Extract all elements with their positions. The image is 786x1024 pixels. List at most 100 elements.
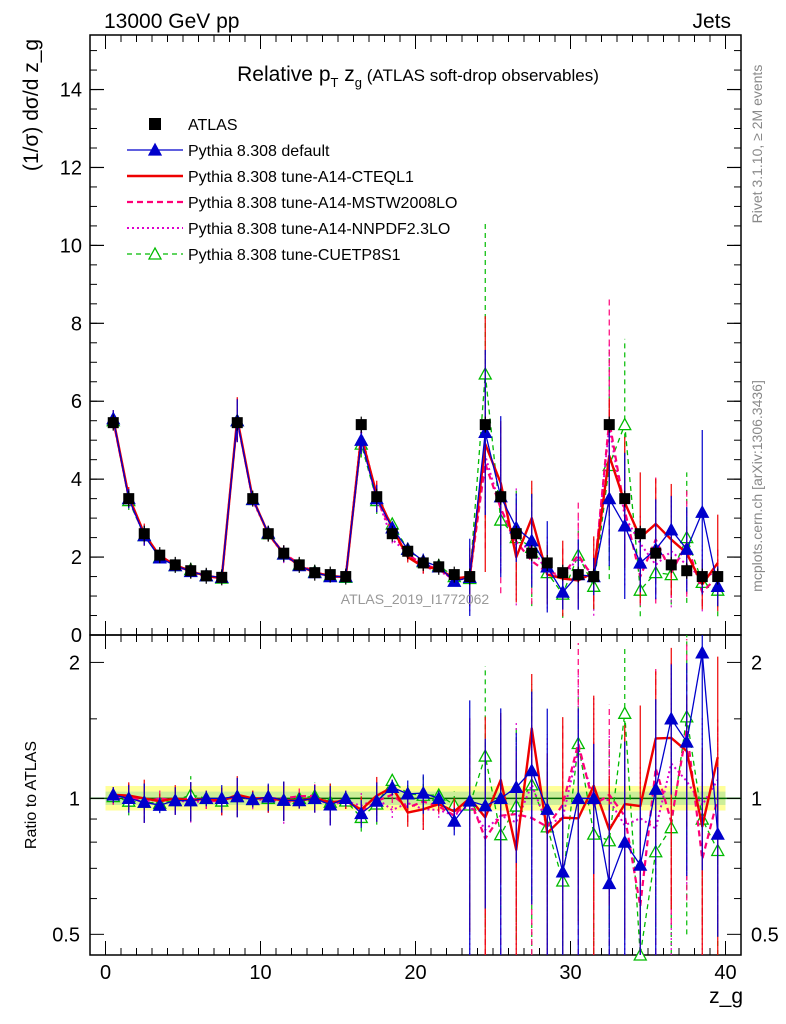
atlas-data-point [231, 417, 243, 429]
ratio-y-axis-label: Ratio to ATLAS [23, 741, 40, 849]
ratio-data-point [509, 780, 524, 794]
ratio-y-axis: 0.5 0.5 1 1 2 2 [52, 652, 779, 946]
data-point [679, 541, 694, 555]
main-y-tick-label: 6 [71, 391, 82, 413]
atlas-data-point [324, 569, 336, 581]
main-y-tick-label: 10 [60, 235, 82, 257]
ratio-plot-panel: 0.5 0.51 12 2 0 10 20 30 40 Ratio to ATLAS z_g [23, 35, 779, 1008]
atlas-data-point [340, 571, 352, 583]
ratio-y-tick-label-right: 2 [751, 652, 762, 674]
main-y-axis-label: (1/σ) dσ/d z_g [20, 39, 43, 171]
ratio-data-point [369, 793, 384, 807]
ratio-series-line [113, 727, 719, 852]
ratio-data-point [199, 791, 214, 805]
ratio-data-point [617, 705, 632, 719]
title-part-b: z [338, 63, 354, 86]
ratio-data-point [524, 763, 539, 777]
legend-sample-0 [149, 118, 161, 130]
ratio-data-point [183, 793, 198, 807]
ratio-data-point [416, 785, 431, 799]
atlas-data-point [603, 419, 615, 431]
atlas-data-point [200, 570, 212, 582]
x-tick-label: 10 [249, 962, 271, 984]
data-point [617, 417, 632, 431]
data-point [602, 491, 617, 505]
ratio-data-point [292, 793, 307, 807]
ratio-data-point [478, 798, 493, 812]
ratio-data-point [245, 792, 260, 806]
data-point [555, 584, 570, 598]
energy-label: 13000 GeV pp [104, 10, 239, 33]
legend-label: Pythia 8.308 tune-CUETP8S1 [188, 247, 401, 264]
ratio-y-tick-label-right: 0.5 [751, 924, 779, 946]
atlas-data-point [479, 419, 491, 431]
analysis-tag: ATLAS_2019_I1772062 [341, 591, 490, 607]
atlas-data-point [557, 567, 569, 579]
atlas-data-point [510, 528, 522, 540]
ratio-data-point [633, 857, 648, 871]
atlas-data [107, 414, 724, 586]
ratio-series-1 [106, 635, 725, 955]
legend: ATLAS Pythia 8.308 default Pythia 8.308 tu… [127, 117, 457, 264]
legend-label: Pythia 8.308 tune-A14-NNPDF2.3LO [188, 221, 450, 238]
ratio-data-point [602, 876, 617, 890]
ratio-data-point [261, 789, 276, 803]
ratio-data-point [323, 797, 338, 811]
x-tick-label: 0 [100, 962, 111, 984]
atlas-data-point [588, 571, 600, 583]
main-y-tick-label: 12 [60, 157, 82, 179]
ratio-data-point [230, 789, 245, 803]
ratio-data-point [462, 793, 477, 807]
ratio-data-point [447, 813, 462, 827]
legend-sample-5 [127, 246, 183, 260]
atlas-data-point [402, 545, 414, 557]
legend-sample-1 [127, 142, 183, 156]
atlas-data-point [681, 565, 693, 577]
ratio-data-point [385, 780, 400, 794]
ratio-data-point [617, 834, 632, 848]
title-subscript-t: T [331, 75, 339, 90]
ratio-data-point [664, 711, 679, 725]
ratio-y-tick-label-right: 1 [751, 788, 762, 810]
atlas-data-point [247, 493, 259, 505]
ratio-y-tick-label: 1 [69, 788, 80, 810]
atlas-data-point [634, 528, 646, 540]
x-axis-label: z_g [709, 985, 743, 1008]
atlas-data-point [355, 419, 367, 431]
legend-triangle-marker [147, 246, 163, 260]
ratio-data-point [106, 787, 121, 801]
atlas-data-point [464, 571, 476, 583]
ratio-data-point [152, 797, 167, 811]
ratio-data-point [121, 791, 136, 805]
rivet-version-label: Rivet 3.1.10, ≥ 2M events [749, 65, 765, 224]
data-point [710, 578, 725, 592]
legend-label: Pythia 8.308 default [188, 143, 330, 160]
atlas-data-point [417, 557, 429, 569]
ratio-series-line [113, 712, 719, 956]
atlas-data-point [433, 561, 445, 573]
series-line [112, 418, 719, 593]
ratio-data-point [400, 786, 415, 800]
atlas-data-point [572, 569, 584, 581]
ratio-y-tick-label: 0.5 [52, 924, 80, 946]
ratio-data-point [276, 792, 291, 806]
x-tick-label: 30 [559, 962, 581, 984]
ratio-data-point [307, 791, 322, 805]
ratio-data-point [493, 791, 508, 805]
ratio-data-point [137, 794, 152, 808]
atlas-data-point [216, 571, 228, 583]
mcplots-label: mcplots.cern.ch [arXiv:1306.3436] [749, 380, 765, 592]
atlas-data-point [293, 559, 305, 571]
data-point [695, 504, 710, 518]
legend-label: Pythia 8.308 tune-A14-CTEQL1 [188, 169, 414, 186]
main-y-tick-label: 0 [71, 625, 82, 647]
x-axis: 0 10 20 30 40 [100, 35, 737, 984]
data-point [633, 555, 648, 569]
title-part-c: (ATLAS soft-drop observables) [362, 66, 599, 85]
atlas-data-point [309, 567, 321, 579]
ratio-data-point [431, 791, 446, 805]
atlas-data-point [185, 565, 197, 577]
data-point [664, 522, 679, 536]
main-y-tick-label: 4 [71, 469, 82, 491]
atlas-data-point [665, 559, 677, 571]
